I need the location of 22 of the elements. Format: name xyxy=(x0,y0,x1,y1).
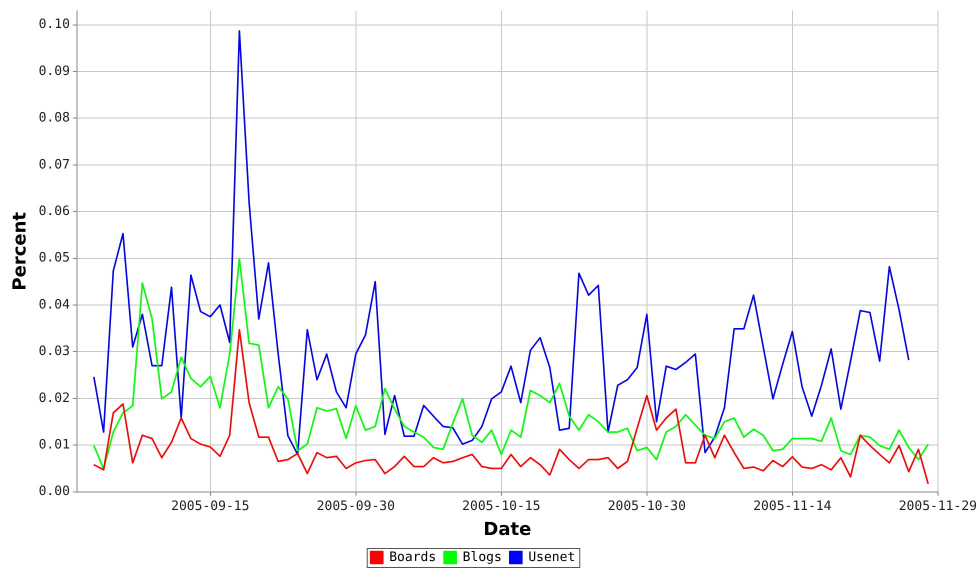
y-tick-label: 0.00 xyxy=(38,484,70,500)
x-tick-label: 2005-11-14 xyxy=(753,498,832,514)
x-tick-label: 2005-10-15 xyxy=(462,498,540,514)
legend-label: Usenet xyxy=(528,550,576,565)
y-tick-label: 0.04 xyxy=(38,297,70,312)
y-tick-label: 0.09 xyxy=(38,64,70,79)
y-tick-label: 0.02 xyxy=(38,390,70,406)
x-tick-label: 2005-09-15 xyxy=(171,498,250,514)
y-tick-label: 0.07 xyxy=(38,157,70,172)
y-tick-label: 0.06 xyxy=(38,204,70,219)
x-tick-label: 2005-10-30 xyxy=(608,498,686,514)
y-tick-label: 0.08 xyxy=(38,110,70,126)
y-tick-label: 0.01 xyxy=(38,437,70,452)
legend-label: Boards xyxy=(389,550,436,565)
y-axis-title: Percent xyxy=(9,212,30,291)
x-tick-label: 2005-09-30 xyxy=(316,498,395,514)
y-tick-label: 0.05 xyxy=(38,250,70,266)
y-tick-label: 0.10 xyxy=(38,17,70,32)
x-axis-title: Date xyxy=(483,518,532,540)
y-tick-label: 0.03 xyxy=(38,344,70,360)
x-tick-label: 2005-11-29 xyxy=(898,498,978,514)
legend-label: Blogs xyxy=(462,550,502,565)
